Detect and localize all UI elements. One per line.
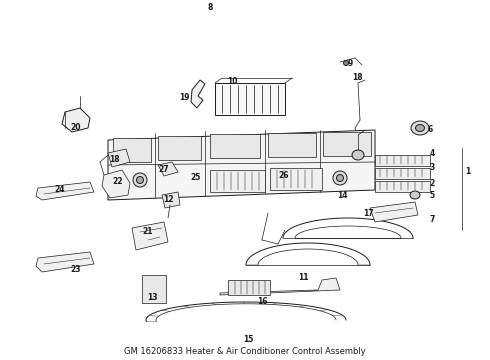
Ellipse shape [410,191,420,199]
Polygon shape [132,222,168,250]
Text: 15: 15 [243,336,253,345]
Text: 12: 12 [163,195,173,204]
Text: 14: 14 [337,190,347,199]
Bar [375,155,430,166]
Text: GM 16206833 Heater & Air Conditioner Control Assembly: GM 16206833 Heater & Air Conditioner Con… [124,347,366,356]
Bar [142,275,166,303]
Text: 20: 20 [71,122,81,131]
Polygon shape [108,130,375,200]
Ellipse shape [337,175,343,181]
Polygon shape [191,80,205,108]
Text: 7: 7 [429,216,435,225]
Text: 24: 24 [55,185,65,194]
Bar [375,168,430,179]
Text: 9: 9 [347,58,353,68]
Bar [268,133,316,157]
Text: 23: 23 [71,266,81,274]
Ellipse shape [352,150,364,160]
Text: 4: 4 [429,148,435,158]
Polygon shape [220,278,340,295]
Polygon shape [36,252,94,272]
Polygon shape [62,108,90,132]
Bar [375,181,430,192]
Text: 21: 21 [143,228,153,237]
Text: 6: 6 [427,126,433,135]
Bar [113,138,151,162]
Polygon shape [108,149,130,167]
Bar [210,134,260,158]
Text: 10: 10 [227,77,237,86]
Text: 19: 19 [179,94,189,103]
Text: 11: 11 [298,274,308,283]
Text: 5: 5 [429,190,435,199]
Text: 18: 18 [352,72,362,81]
Ellipse shape [411,121,429,135]
Bar [270,168,322,190]
Polygon shape [370,202,418,222]
Polygon shape [162,192,180,208]
Bar [228,280,270,295]
Text: 17: 17 [363,208,373,217]
Bar [323,132,371,156]
Bar [215,83,285,115]
Polygon shape [158,162,178,176]
Text: 26: 26 [279,171,289,180]
Ellipse shape [343,60,348,66]
Polygon shape [102,170,130,198]
Text: 3: 3 [429,163,435,172]
Text: 13: 13 [147,292,157,302]
Text: 16: 16 [257,297,267,306]
Text: 18: 18 [109,156,119,165]
Text: 27: 27 [159,166,170,175]
Ellipse shape [133,173,147,187]
Bar [158,136,201,160]
Bar [210,170,265,192]
Text: 22: 22 [113,177,123,186]
Text: 8: 8 [207,4,213,13]
Text: 2: 2 [429,179,435,188]
Polygon shape [36,182,94,200]
Text: 1: 1 [466,167,470,176]
Ellipse shape [137,176,144,184]
Ellipse shape [416,125,424,131]
Text: 25: 25 [191,174,201,183]
Ellipse shape [333,171,347,185]
